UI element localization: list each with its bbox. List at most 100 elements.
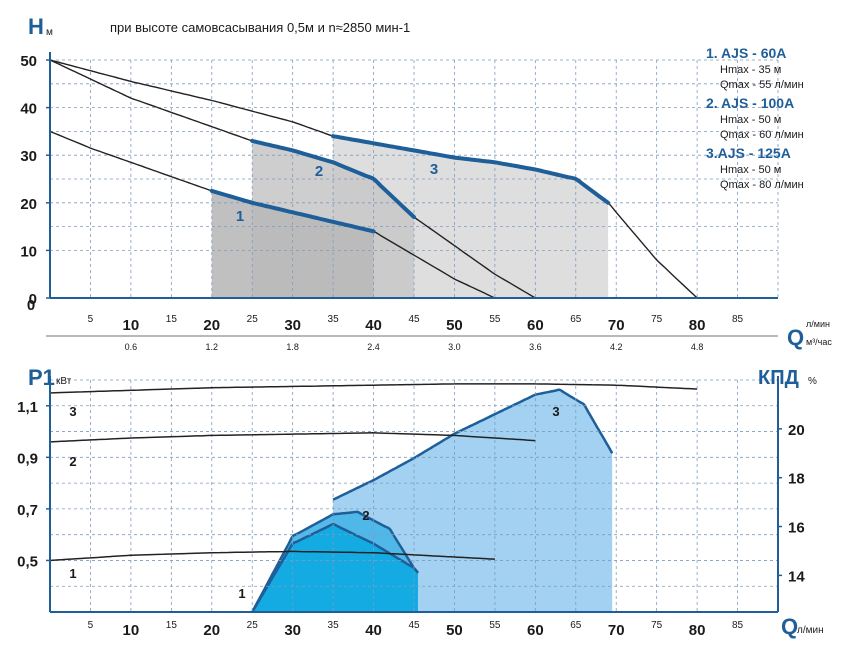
y-axis-unit-kw: кВт xyxy=(56,376,72,387)
y-axis-title-h: H xyxy=(28,14,44,39)
bottom-grid xyxy=(50,379,779,612)
x-axis-title-q-bottom: Q xyxy=(781,614,798,639)
y-tick-origin: 0 xyxy=(27,297,35,314)
x-tick-40: 40 xyxy=(365,317,382,334)
b-x-tick-minor-25: 25 xyxy=(247,620,259,631)
x-tick-m3h-0.6: 0.6 xyxy=(125,342,138,352)
p-tick-0,9: 0,9 xyxy=(17,450,38,467)
b-x-tick-minor-15: 15 xyxy=(166,620,178,631)
x-tick-minor-75: 75 xyxy=(651,314,663,325)
efficiency-areas xyxy=(251,388,614,613)
x-tick-minor-55: 55 xyxy=(489,314,501,325)
working-zones xyxy=(211,136,609,298)
power-curve-1 xyxy=(49,550,495,562)
b-x-tick-40: 40 xyxy=(365,622,382,639)
power-curves xyxy=(49,383,698,562)
y-tick-0: 0 xyxy=(29,291,37,308)
x-tick-m3h-3.0: 3.0 xyxy=(448,342,461,352)
power-efficiency-chart: 0,5 0,7 0,9 1,1 14 16 18 20 10 20 30 40 50 60 70 80 5 15 2… xyxy=(17,365,823,639)
efficiency-curve-2 xyxy=(251,510,419,613)
power-curve-label-2: 2 xyxy=(69,454,76,469)
legend-hmax-1: Hmax - 35 м xyxy=(720,64,781,76)
b-x-tick-60: 60 xyxy=(527,622,544,639)
top-grid xyxy=(50,59,779,298)
b-x-tick-minor-5: 5 xyxy=(88,620,94,631)
x-tick-m3h-1.2: 1.2 xyxy=(206,342,219,352)
y2-axis-title-kpd: КПД xyxy=(758,367,799,389)
head-curve-working-1 xyxy=(209,188,376,234)
b-x-tick-minor-65: 65 xyxy=(570,620,582,631)
b-x-tick-minor-85: 85 xyxy=(732,620,744,631)
x-tick-minor-85: 85 xyxy=(732,314,744,325)
power-curve-label-3: 3 xyxy=(69,404,76,419)
x-tick-minor-25: 25 xyxy=(247,314,259,325)
efficiency-curve-label-1: 1 xyxy=(238,586,245,601)
x-axis-title-q-top: Q xyxy=(787,325,804,350)
x-tick-30: 30 xyxy=(284,317,301,334)
legend: 1. AJS - 60A Hmax - 35 м Qmax - 55 л/мин… xyxy=(706,45,804,191)
y-axis-title-p1: P1 xyxy=(28,365,55,390)
x-axis-unit-lmin-bottom: л/мин xyxy=(797,625,824,636)
kpd-tick-14: 14 xyxy=(788,568,805,585)
efficiency-curve-label-3: 3 xyxy=(552,404,559,419)
y-tick-10: 10 xyxy=(20,243,37,260)
x-tick-80: 80 xyxy=(689,317,706,334)
efficiency-curve-label-2: 2 xyxy=(362,508,369,523)
kpd-tick-18: 18 xyxy=(788,471,805,488)
power-curve-label-1: 1 xyxy=(69,566,76,581)
x-tick-minor-15: 15 xyxy=(166,314,178,325)
legend-model-2: 2. AJS - 100A xyxy=(706,95,794,111)
b-x-tick-minor-35: 35 xyxy=(328,620,340,631)
x-tick-m3h-2.4: 2.4 xyxy=(367,342,380,352)
bottom-labels: 1 2 3 1 2 3 xyxy=(69,404,559,601)
x-tick-m3h-1.8: 1.8 xyxy=(286,342,299,352)
p-tick-0,5: 0,5 xyxy=(17,553,38,570)
p-tick-0,7: 0,7 xyxy=(17,502,38,519)
b-x-tick-10: 10 xyxy=(123,622,140,639)
head-curve-label-3: 3 xyxy=(430,161,438,178)
legend-hmax-2: Hmax - 50 м xyxy=(720,114,781,126)
x-tick-minor-65: 65 xyxy=(570,314,582,325)
b-x-tick-80: 80 xyxy=(689,622,706,639)
b-x-tick-minor-75: 75 xyxy=(651,620,663,631)
x-tick-50: 50 xyxy=(446,317,463,334)
x-tick-minor-5: 5 xyxy=(88,314,94,325)
b-x-tick-20: 20 xyxy=(203,622,220,639)
head-curves xyxy=(49,59,698,299)
x-axis-unit-lmin-top: л/мин xyxy=(806,319,830,329)
kpd-tick-16: 16 xyxy=(788,520,805,537)
legend-qmax-1: Qmax - 55 л/мин xyxy=(720,79,804,91)
legend-qmax-3: Qmax - 80 л/мин xyxy=(720,179,804,191)
power-curve-2 xyxy=(49,432,536,443)
head-curve-working-2 xyxy=(250,138,416,220)
x-tick-70: 70 xyxy=(608,317,625,334)
x-tick-60: 60 xyxy=(527,317,544,334)
b-x-tick-30: 30 xyxy=(284,622,301,639)
bottom-axes: 0,5 0,7 0,9 1,1 14 16 18 20 10 20 30 40 50 60 70 80 5 15 2… xyxy=(17,376,805,639)
efficiency-curve-3 xyxy=(332,388,614,501)
b-x-tick-minor-55: 55 xyxy=(489,620,501,631)
y-tick-20: 20 xyxy=(20,196,37,213)
y-tick-40: 40 xyxy=(20,101,37,118)
x-tick-10: 10 xyxy=(123,317,140,334)
y2-axis-unit-percent: % xyxy=(808,376,817,387)
head-curve-label-2: 2 xyxy=(315,163,323,180)
head-curve-label-1: 1 xyxy=(236,208,244,225)
x-tick-m3h-4.2: 4.2 xyxy=(610,342,623,352)
x-tick-minor-35: 35 xyxy=(328,314,340,325)
legend-model-3: 3.AJS - 125A xyxy=(706,145,791,161)
x-axis-unit-m3h-top: м³/час xyxy=(806,337,832,347)
chart-subtitle: при высоте самовсасывания 0,5м и n≈2850 … xyxy=(110,20,410,35)
power-curve-3 xyxy=(49,383,698,394)
y-tick-30: 30 xyxy=(20,148,37,165)
p-tick-1,1: 1,1 xyxy=(17,399,38,416)
top-labels: 1 2 3 xyxy=(236,161,438,225)
legend-qmax-2: Qmax - 60 л/мин xyxy=(720,129,804,141)
kpd-tick-20: 20 xyxy=(788,422,805,439)
b-x-tick-70: 70 xyxy=(608,622,625,639)
head-curve-working-3 xyxy=(331,134,611,205)
x-tick-minor-45: 45 xyxy=(408,314,420,325)
